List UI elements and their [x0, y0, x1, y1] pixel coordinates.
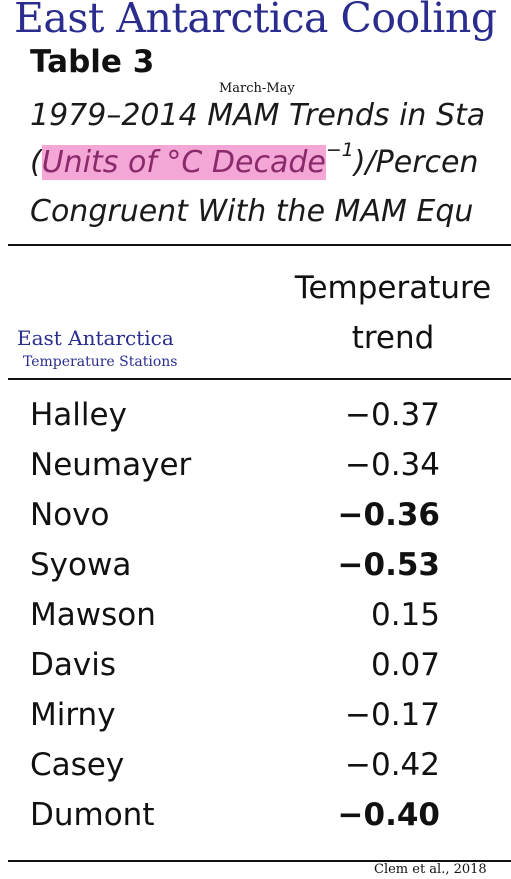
trend-value: −0.37	[345, 397, 440, 433]
station-name: Casey	[30, 747, 125, 783]
station-name: Novo	[30, 497, 110, 533]
table-row: Syowa −0.53	[0, 547, 511, 597]
season-note: March-May	[219, 81, 295, 96]
table-row: Casey −0.42	[0, 747, 511, 797]
stations-sublabel: Temperature Stations	[23, 354, 178, 370]
trend-value: 0.07	[370, 647, 440, 683]
caption-rest: )/Percen	[353, 145, 479, 180]
caption-exponent: −1	[325, 139, 354, 161]
station-name: Davis	[30, 647, 116, 683]
table-row: Mawson 0.15	[0, 597, 511, 647]
table-row: Mirny −0.17	[0, 697, 511, 747]
trend-value: −0.53	[337, 547, 440, 583]
caption-line-3: Congruent With the MAM Equ	[30, 194, 474, 229]
header-bottom-rule	[8, 378, 511, 380]
stations-label: East Antarctica	[17, 326, 174, 350]
table-row: Dumont −0.40	[0, 797, 511, 847]
table-top-rule	[8, 244, 511, 246]
trend-value: −0.36	[337, 497, 440, 533]
table-row: Davis 0.07	[0, 647, 511, 697]
column-header-line-1: Temperature	[294, 270, 492, 306]
source-citation: Clem et al., 2018	[374, 862, 487, 877]
caption-line-2: (Units of °C Decade−1)/Percen	[30, 139, 479, 180]
table-row: Novo −0.36	[0, 497, 511, 547]
trend-value: −0.17	[345, 697, 440, 733]
station-name: Neumayer	[30, 447, 192, 483]
trend-value: −0.40	[337, 797, 440, 833]
station-name: Syowa	[30, 547, 132, 583]
trend-value: 0.15	[370, 597, 440, 633]
caption-line-1: 1979–2014 MAM Trends in Sta	[30, 98, 486, 133]
caption-open-paren: (	[30, 145, 42, 180]
station-name: Mirny	[30, 697, 116, 733]
station-name: Mawson	[30, 597, 156, 633]
trend-value: −0.34	[345, 447, 440, 483]
table-label: Table 3	[30, 44, 155, 80]
trend-value: −0.42	[345, 747, 440, 783]
table-row: Halley −0.37	[0, 397, 511, 447]
caption-units-highlight: Units of °C Decade	[41, 145, 326, 180]
table-body: Halley −0.37 Neumayer −0.34 Novo −0.36 S…	[0, 397, 511, 847]
table-bottom-rule	[8, 860, 511, 862]
column-header-line-2: trend	[351, 320, 435, 356]
station-name: Dumont	[30, 797, 155, 833]
station-name: Halley	[30, 397, 127, 433]
table-row: Neumayer −0.34	[0, 447, 511, 497]
banner-title: East Antarctica Cooling	[14, 0, 497, 42]
